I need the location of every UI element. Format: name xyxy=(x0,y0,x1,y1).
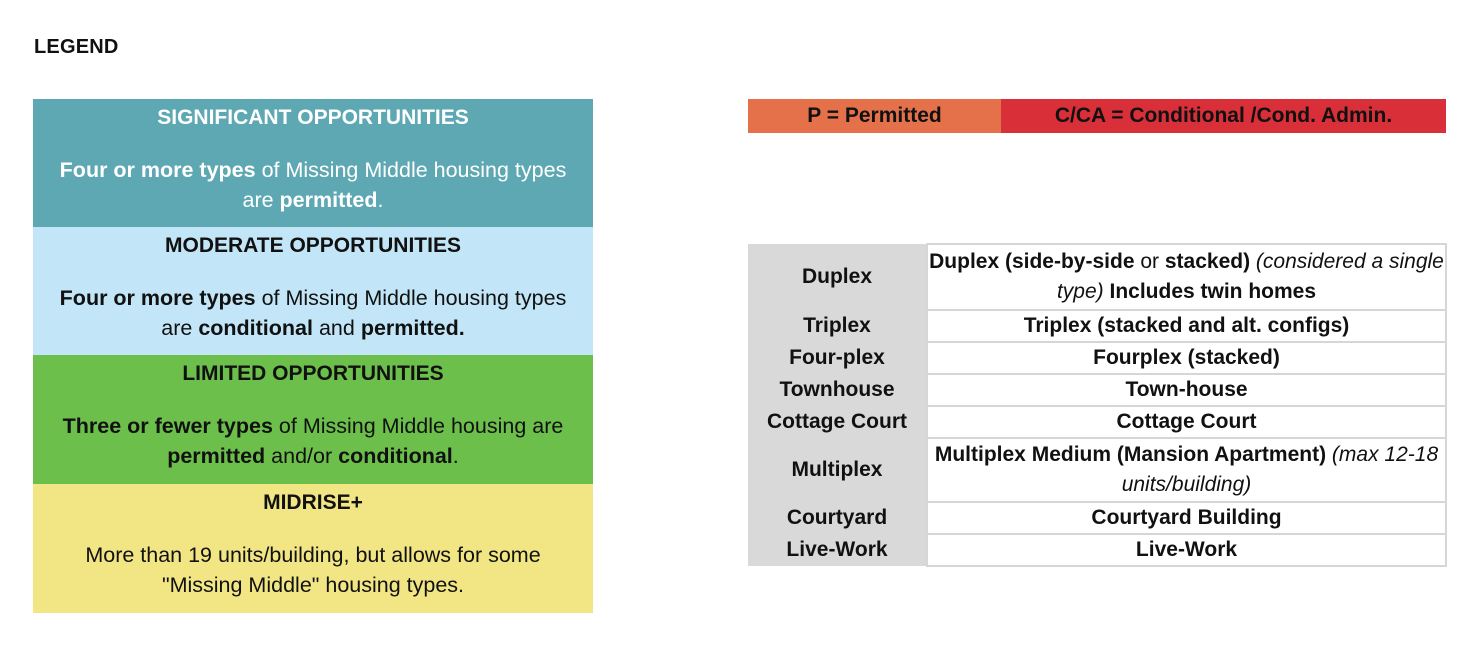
description-cell: Town-house xyxy=(926,374,1447,407)
legend-heading: LIMITED OPPORTUNITIES xyxy=(182,362,444,385)
legend-heading: SIGNIFICANT OPPORTUNITIES xyxy=(157,106,469,129)
type-cell: Townhouse xyxy=(748,374,927,406)
legend-heading: MODERATE OPPORTUNITIES xyxy=(165,234,461,257)
legend-description: More than 19 units/building, but allows … xyxy=(85,543,541,597)
description-cell: Cottage Court xyxy=(926,406,1447,439)
description-cell: Triplex (stacked and alt. configs) xyxy=(926,310,1447,343)
type-cell: Live-Work xyxy=(748,534,927,566)
type-cell: Multiplex xyxy=(748,438,927,502)
table-row: Courtyard Courtyard Building xyxy=(748,502,1447,535)
table-row: Triplex Triplex (stacked and alt. config… xyxy=(748,310,1447,343)
housing-types-table: Duplex Duplex (side-by-side or stacked) … xyxy=(748,243,1447,567)
table-row: Four-plex Fourplex (stacked) xyxy=(748,342,1447,375)
table-row: Duplex Duplex (side-by-side or stacked) … xyxy=(748,243,1447,311)
description-cell: Live-Work xyxy=(926,534,1447,567)
legend-title: LEGEND xyxy=(34,36,119,58)
legend-heading: MIDRISE+ xyxy=(263,491,363,514)
description-cell: Courtyard Building xyxy=(926,502,1447,535)
legend-description: Three or fewer types of Missing Middle h… xyxy=(62,414,564,468)
table-row: Cottage Court Cottage Court xyxy=(748,406,1447,439)
type-cell: Duplex xyxy=(748,244,927,310)
description-cell: Multiplex Medium (Mansion Apartment) (ma… xyxy=(926,438,1447,503)
type-cell: Triplex xyxy=(748,310,927,342)
type-cell: Cottage Court xyxy=(748,406,927,438)
legend-significant-opportunities: SIGNIFICANT OPPORTUNITIES Four or more t… xyxy=(33,99,593,227)
table-row: Townhouse Town-house xyxy=(748,374,1447,407)
permission-key: P = Permitted C/CA = Conditional /Cond. … xyxy=(748,99,1446,133)
table-row: Live-Work Live-Work xyxy=(748,534,1447,567)
key-permitted: P = Permitted xyxy=(748,99,1001,133)
type-cell: Courtyard xyxy=(748,502,927,534)
table-row: Multiplex Multiplex Medium (Mansion Apar… xyxy=(748,438,1447,503)
legend-description: Four or more types of Missing Middle hou… xyxy=(59,158,567,212)
key-conditional: C/CA = Conditional /Cond. Admin. xyxy=(1001,99,1446,133)
legend-moderate-opportunities: MODERATE OPPORTUNITIES Four or more type… xyxy=(33,227,593,355)
description-cell: Duplex (side-by-side or stacked) (consid… xyxy=(926,243,1447,311)
legend-limited-opportunities: LIMITED OPPORTUNITIES Three or fewer typ… xyxy=(33,355,593,484)
type-cell: Four-plex xyxy=(748,342,927,374)
description-cell: Fourplex (stacked) xyxy=(926,342,1447,375)
legend-midrise: MIDRISE+ More than 19 units/building, bu… xyxy=(33,484,593,613)
legend-description: Four or more types of Missing Middle hou… xyxy=(59,286,567,340)
